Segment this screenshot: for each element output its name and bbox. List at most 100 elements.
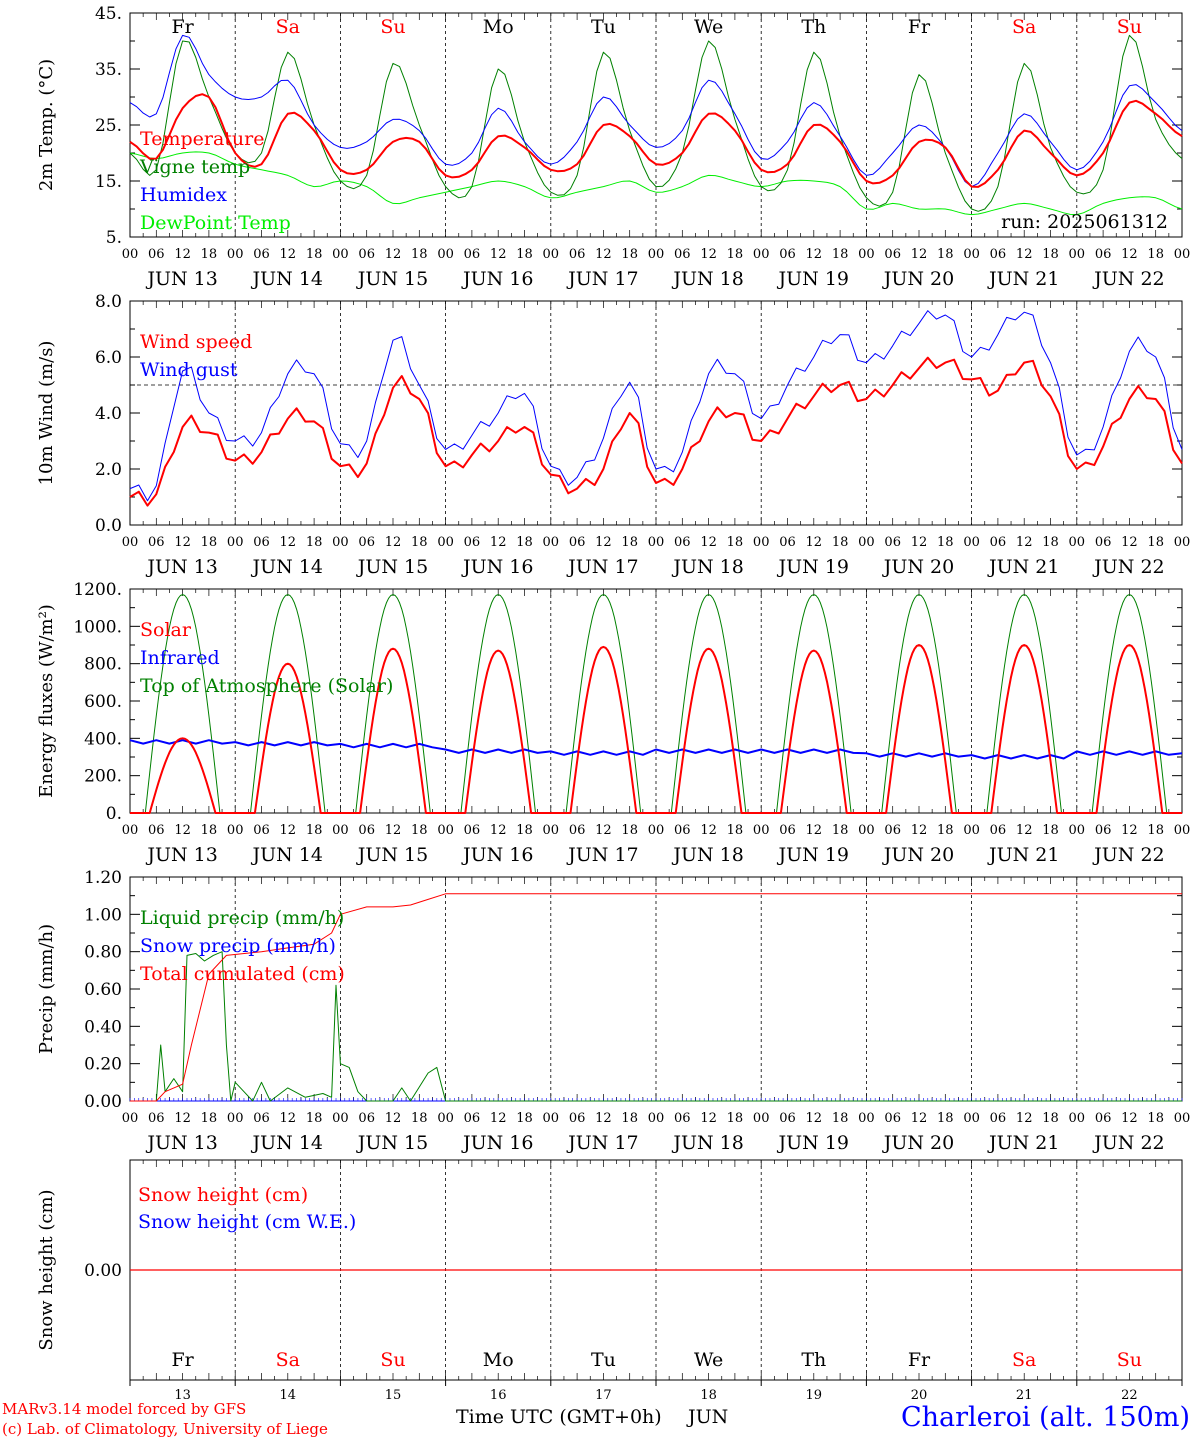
date-label: JUN 16 — [461, 556, 533, 578]
day-name: Mo — [483, 16, 514, 38]
hour-label: 06 — [1095, 535, 1112, 550]
hour-label: 06 — [464, 823, 481, 838]
date-label: JUN 21 — [987, 1132, 1059, 1154]
y-tick-label: 8.0 — [95, 292, 122, 312]
hour-label: 18 — [411, 1111, 428, 1126]
date-label: JUN 22 — [1092, 268, 1164, 290]
y-axis-label: Precip (mm/h) — [36, 924, 57, 1054]
hour-label: 12 — [174, 1111, 191, 1126]
date-label: JUN 18 — [671, 844, 743, 866]
hour-label: 06 — [884, 823, 901, 838]
hour-label: 18 — [832, 823, 849, 838]
y-tick-label: 35. — [95, 60, 122, 80]
day-name: Su — [1117, 16, 1142, 38]
date-label: JUN 22 — [1092, 1132, 1164, 1154]
hour-label: 06 — [358, 823, 375, 838]
hour-label: 06 — [779, 535, 796, 550]
run-annotation: run: 2025061312 — [1001, 211, 1168, 233]
hour-label: 12 — [385, 535, 402, 550]
legend-entry: Top of Atmosphere (Solar) — [140, 675, 393, 697]
hour-label: 12 — [806, 535, 823, 550]
date-label: JUN 16 — [461, 844, 533, 866]
y-tick-label: 1.00 — [84, 905, 122, 925]
hour-label: 06 — [569, 247, 586, 262]
hour-label: 00 — [227, 1111, 244, 1126]
series-line-humidex — [129, 34, 1183, 188]
date-label: JUN 19 — [777, 268, 849, 290]
y-tick-label: 400. — [84, 729, 122, 749]
y-tick-label: 5. — [106, 228, 122, 248]
hour-label: 12 — [595, 823, 612, 838]
panel-energy: 0. 200. 400. 600. 800. 1000. 1200. Energy fluxe… — [36, 580, 1190, 866]
hour-label: 06 — [569, 535, 586, 550]
hour-label: 00 — [437, 247, 454, 262]
hour-label: 18 — [937, 535, 954, 550]
day-name: Mo — [483, 1349, 514, 1371]
lab-credit: (c) Lab. of Climatology, University of L… — [2, 1420, 328, 1438]
date-label: JUN 21 — [987, 844, 1059, 866]
day-name: Tu — [591, 16, 616, 38]
date-label: JUN 18 — [671, 268, 743, 290]
hour-label: 12 — [911, 1111, 928, 1126]
hour-label: 18 — [832, 535, 849, 550]
hour-label: 12 — [280, 247, 297, 262]
y-tick-label: 1200. — [73, 580, 122, 600]
panel-wind: 0.0 2.0 4.0 6.0 8.0 10m Wind (m/s) Wind speed W… — [36, 292, 1190, 578]
hour-label: 00 — [543, 823, 560, 838]
hour-label: 06 — [990, 1111, 1007, 1126]
hour-label: 00 — [1174, 535, 1191, 550]
hour-label: 18 — [201, 535, 218, 550]
hour-label: 00 — [332, 247, 349, 262]
date-label: JUN 14 — [251, 1132, 323, 1154]
hour-label: 00 — [753, 823, 770, 838]
hour-label: 18 — [1147, 535, 1164, 550]
date-label: JUN 20 — [882, 1132, 954, 1154]
hour-label: 06 — [148, 1111, 165, 1126]
hour-label: 12 — [911, 823, 928, 838]
y-tick-label: 600. — [84, 692, 122, 712]
hour-label: 06 — [990, 247, 1007, 262]
hour-label: 00 — [858, 247, 875, 262]
hour-label: 06 — [1095, 1111, 1112, 1126]
hour-label: 00 — [332, 823, 349, 838]
hour-label: 00 — [122, 535, 139, 550]
hour-label: 00 — [543, 1111, 560, 1126]
day-number: 20 — [911, 1388, 928, 1403]
hour-label: 18 — [516, 823, 533, 838]
hour-label: 06 — [358, 1111, 375, 1126]
hour-label: 18 — [727, 823, 744, 838]
date-label: JUN 22 — [1092, 556, 1164, 578]
hour-label: 12 — [1121, 823, 1138, 838]
legend-entry: Snow height (cm) — [138, 1184, 308, 1206]
hour-label: 18 — [1042, 1111, 1059, 1126]
y-tick-label: 0. — [106, 804, 122, 824]
y-tick-label: 0.40 — [84, 1017, 122, 1037]
hour-label: 06 — [884, 1111, 901, 1126]
hour-label: 12 — [490, 535, 507, 550]
y-tick-label: 15. — [95, 172, 122, 192]
hour-label: 00 — [858, 535, 875, 550]
hour-label: 00 — [1069, 823, 1086, 838]
y-tick-label: 0.60 — [84, 980, 122, 1000]
date-label: JUN 19 — [777, 1132, 849, 1154]
hour-label: 18 — [621, 247, 638, 262]
hour-label: 18 — [937, 823, 954, 838]
hour-label: 06 — [779, 823, 796, 838]
legend-entry: DewPoint Temp — [140, 212, 291, 234]
hour-label: 00 — [963, 535, 980, 550]
hour-label: 00 — [858, 1111, 875, 1126]
hour-label: 18 — [201, 1111, 218, 1126]
day-name: Fr — [171, 16, 194, 38]
hour-label: 18 — [411, 823, 428, 838]
day-name: Sa — [276, 16, 300, 38]
hour-label: 18 — [621, 535, 638, 550]
hour-label: 06 — [674, 535, 691, 550]
y-tick-label: 2.0 — [95, 460, 122, 480]
hour-label: 18 — [621, 823, 638, 838]
hour-label: 06 — [464, 1111, 481, 1126]
legend-entry: Temperature — [140, 128, 264, 150]
hour-label: 06 — [1095, 247, 1112, 262]
hour-label: 18 — [727, 535, 744, 550]
legend-entry: Total cumulated (cm) — [140, 963, 345, 985]
